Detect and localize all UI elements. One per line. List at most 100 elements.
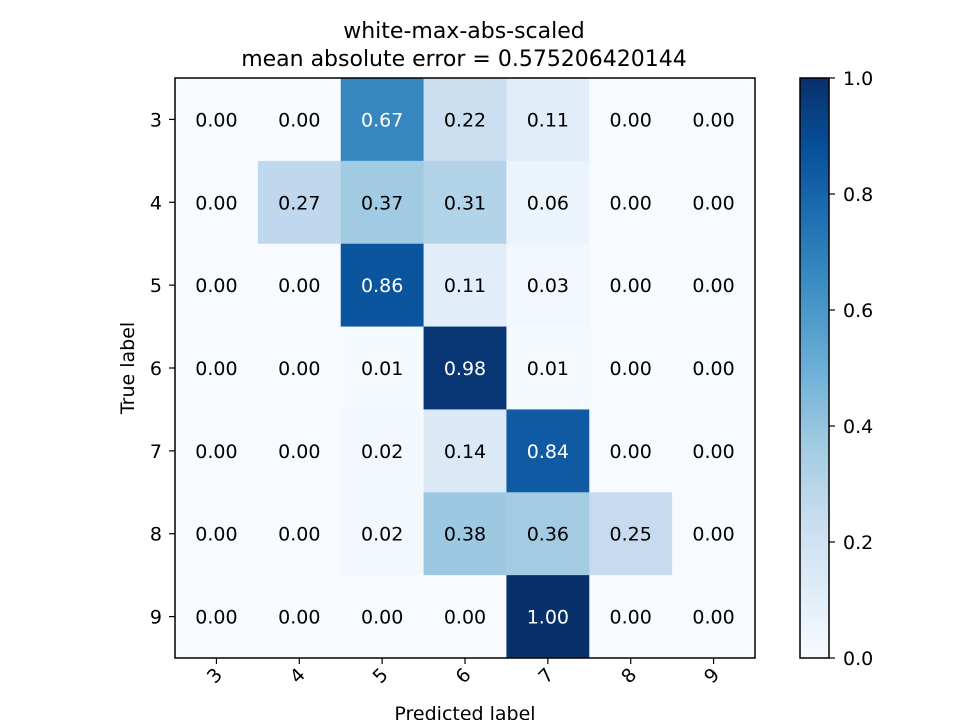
heatmap-cell bbox=[672, 326, 756, 410]
cell-value-label: 0.36 bbox=[527, 524, 569, 546]
cell-value-label: 0.00 bbox=[361, 607, 403, 629]
x-axis-label: Predicted label bbox=[394, 703, 535, 720]
cell-value-label: 0.14 bbox=[444, 441, 486, 463]
cell-value-label: 1.00 bbox=[527, 607, 569, 629]
cell-value-label: 0.03 bbox=[527, 275, 569, 297]
heatmap-cell bbox=[175, 575, 259, 659]
y-tick-label: 8 bbox=[150, 524, 162, 546]
colorbar-tick-label: 0.6 bbox=[843, 300, 873, 322]
cell-value-label: 0.00 bbox=[278, 275, 320, 297]
colorbar-tick-label: 0.0 bbox=[843, 648, 873, 670]
heatmap-cell bbox=[257, 78, 342, 162]
heatmap-cell bbox=[672, 409, 756, 493]
heatmap-cell bbox=[175, 492, 259, 576]
cell-value-label: 0.22 bbox=[444, 109, 486, 131]
cell-value-label: 0.25 bbox=[610, 524, 652, 546]
cell-value-label: 0.00 bbox=[610, 358, 652, 380]
cell-value-label: 0.00 bbox=[610, 275, 652, 297]
heatmap-cell-labels: 0.00 0.00 0.67 0.22 0.11 0.00 0.00 0.00 0.27 0.37… bbox=[195, 109, 734, 628]
heatmap-cell bbox=[175, 160, 259, 245]
cell-value-label: 0.00 bbox=[692, 524, 734, 546]
y-tick-label: 4 bbox=[150, 192, 162, 214]
heatmap-cell bbox=[340, 575, 425, 659]
heatmap-cell bbox=[423, 326, 507, 410]
heatmap-cell bbox=[589, 243, 673, 328]
heatmap-cell bbox=[340, 409, 425, 493]
y-axis-ticks: 3 4 5 6 7 8 9 bbox=[150, 109, 175, 629]
heatmap-cell bbox=[506, 409, 590, 493]
heatmap-cell bbox=[340, 243, 425, 328]
cell-value-label: 0.00 bbox=[692, 275, 734, 297]
heatmap-cell bbox=[672, 243, 756, 328]
colorbar-tick-label: 0.8 bbox=[843, 184, 873, 206]
x-tick-label: 6 bbox=[451, 664, 475, 688]
x-axis-ticks: 3 4 5 6 7 8 9 bbox=[203, 658, 724, 688]
y-tick-label: 7 bbox=[150, 441, 162, 463]
heatmap-cell bbox=[589, 492, 673, 576]
cell-value-label: 0.00 bbox=[278, 441, 320, 463]
heatmap-cell bbox=[257, 575, 342, 659]
heatmap-cell bbox=[175, 326, 259, 410]
cell-value-label: 0.00 bbox=[610, 192, 652, 214]
cell-value-label: 0.00 bbox=[692, 192, 734, 214]
heatmap-cell bbox=[589, 326, 673, 410]
heatmap-cell bbox=[423, 243, 507, 328]
heatmap-cell bbox=[506, 160, 590, 245]
cell-value-label: 0.84 bbox=[527, 441, 569, 463]
y-tick-label: 3 bbox=[150, 109, 162, 131]
cell-value-label: 0.00 bbox=[692, 358, 734, 380]
cell-value-label: 0.00 bbox=[610, 441, 652, 463]
cell-value-label: 0.37 bbox=[361, 192, 403, 214]
heatmap-cell bbox=[423, 160, 507, 245]
cell-value-label: 0.00 bbox=[195, 192, 237, 214]
heatmap-cell bbox=[340, 160, 425, 245]
chart-title-line-2: mean absolute error = 0.575206420144 bbox=[241, 47, 687, 72]
heatmap-cell bbox=[175, 78, 259, 162]
heatmap-cell bbox=[506, 326, 590, 410]
x-tick-label: 8 bbox=[617, 664, 641, 688]
y-tick-label: 9 bbox=[150, 607, 162, 629]
cell-value-label: 0.98 bbox=[444, 358, 486, 380]
heatmap-cell bbox=[672, 492, 756, 576]
x-tick-label: 5 bbox=[369, 664, 393, 688]
cell-value-label: 0.02 bbox=[361, 441, 403, 463]
cell-value-label: 0.00 bbox=[278, 607, 320, 629]
cell-value-label: 0.00 bbox=[610, 607, 652, 629]
cell-value-label: 0.01 bbox=[361, 358, 403, 380]
y-tick-label: 6 bbox=[150, 358, 162, 380]
cell-value-label: 0.00 bbox=[278, 109, 320, 131]
heatmap-cell bbox=[589, 575, 673, 659]
cell-value-label: 0.01 bbox=[527, 358, 569, 380]
heatmap-cell bbox=[672, 575, 756, 659]
heatmap-cell bbox=[257, 160, 342, 245]
x-tick-label: 3 bbox=[203, 664, 227, 688]
heatmap-cell bbox=[175, 243, 259, 328]
heatmap-cell bbox=[257, 243, 342, 328]
heatmap-cell bbox=[423, 492, 507, 576]
cell-value-label: 0.38 bbox=[444, 524, 486, 546]
y-axis-label: True label bbox=[117, 322, 139, 415]
heatmap-cells bbox=[175, 78, 756, 659]
y-tick-label: 5 bbox=[150, 275, 162, 297]
colorbar bbox=[799, 77, 830, 659]
cell-value-label: 0.02 bbox=[361, 524, 403, 546]
heatmap-cell bbox=[423, 575, 507, 659]
cell-value-label: 0.11 bbox=[527, 109, 569, 131]
colorbar-ticks: 0.0 0.2 0.4 0.6 0.8 1.0 bbox=[829, 68, 873, 670]
cell-value-label: 0.00 bbox=[278, 524, 320, 546]
cell-value-label: 0.00 bbox=[195, 607, 237, 629]
colorbar-tick-label: 0.4 bbox=[843, 416, 873, 438]
cell-value-label: 0.27 bbox=[278, 192, 320, 214]
heatmap-cell bbox=[340, 78, 425, 162]
heatmap-cell bbox=[672, 78, 756, 162]
cell-value-label: 0.00 bbox=[195, 524, 237, 546]
cell-value-label: 0.00 bbox=[692, 109, 734, 131]
cell-value-label: 0.00 bbox=[195, 441, 237, 463]
heatmap-cell bbox=[672, 160, 756, 245]
heatmap-cell bbox=[340, 326, 425, 410]
heatmap-cell bbox=[589, 78, 673, 162]
heatmap-cell bbox=[589, 409, 673, 493]
heatmap-cell bbox=[506, 575, 590, 659]
heatmap-cell bbox=[340, 492, 425, 576]
